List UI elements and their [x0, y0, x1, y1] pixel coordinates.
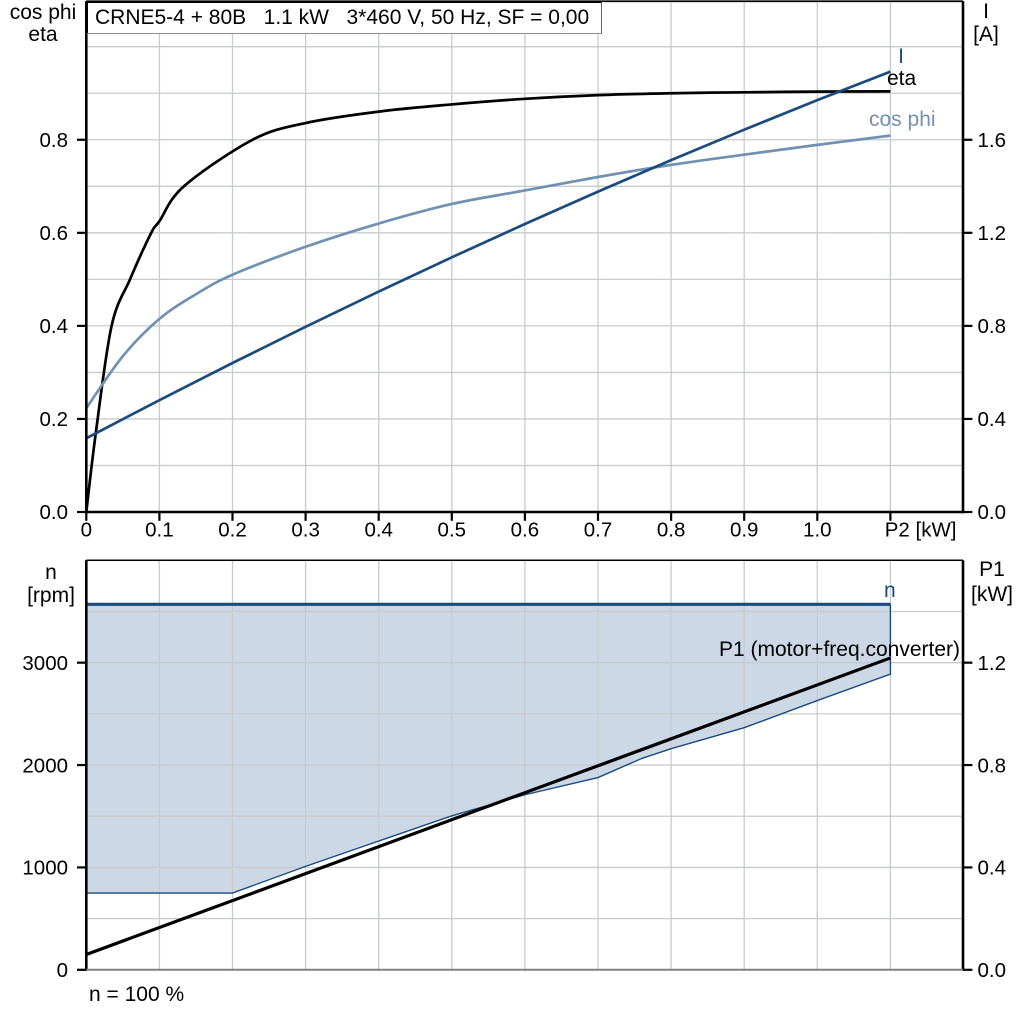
series-p1-motor-freq-converter- [85, 656, 891, 956]
left-axis-tick-label: 1000 [22, 857, 68, 880]
eta-curve-label: eta [887, 67, 917, 90]
axis-title-current-unit: [A] [973, 23, 999, 46]
left-axis-tick-label: 3000 [22, 652, 68, 675]
axis-title-cos-phi: cos phi [9, 1, 77, 24]
x-axis-tick-label: 0 [81, 519, 92, 542]
x-axis-tick-label: 0.1 [145, 519, 174, 542]
x-axis-tick-label: 0.8 [657, 519, 686, 542]
series-cos-phi [85, 134, 891, 410]
speed-footnote: n = 100 % [89, 983, 185, 1006]
x-axis-tick-label: 0.3 [291, 519, 320, 542]
left-axis-tick-label: 0 [57, 959, 68, 982]
x-axis-tick-label: 0.9 [730, 519, 759, 542]
bottom-left-axis-title: n [rpm] [20, 561, 82, 607]
left-axis-tick-label: 0.8 [40, 129, 69, 152]
left-axis-tick-label: 0.0 [40, 501, 69, 524]
top-left-axis-title: cos phi eta [2, 2, 84, 46]
left-axis-tick-label: 0.4 [40, 315, 69, 338]
chart-title-box: CRNE5-4 + 80B 1.1 kW 3*460 V, 50 Hz, SF … [86, 1, 602, 34]
speed-min-boundary-line [86, 604, 892, 894]
x-axis-tick-label: 1.0 [803, 519, 832, 542]
top-right-axis-title: I [A] [956, 0, 1016, 46]
right-axis-tick-label: 0.0 [978, 501, 1007, 524]
right-axis-tick-label: 0.0 [978, 959, 1007, 982]
axis-title-p1: P1 [979, 558, 1005, 581]
x-axis-tick-label: 0.5 [438, 519, 467, 542]
speed-range-fill [86, 604, 891, 894]
chart-title: CRNE5-4 + 80B 1.1 kW 3*460 V, 50 Hz, SF … [95, 6, 590, 29]
x-axis-unit-label: P2 [kW] [885, 519, 957, 542]
right-axis-tick-label: 1.2 [978, 652, 1007, 675]
bottom-right-axis-title: P1 [kW] [961, 557, 1023, 607]
left-axis-tick-label: 0.2 [40, 408, 69, 431]
right-axis-tick-label: 1.6 [978, 129, 1007, 152]
left-axis-tick-label: 0.6 [40, 222, 69, 245]
current-curve-label: I [898, 45, 904, 68]
right-axis-tick-label: 0.4 [978, 408, 1007, 431]
right-axis-tick-label: 0.8 [978, 315, 1007, 338]
cos-phi-curve-label: cos phi [869, 108, 936, 131]
x-axis-tick-label: 0.6 [511, 519, 540, 542]
axis-title-speed: n [45, 561, 57, 584]
series-eta [84, 90, 891, 513]
x-axis-tick-label: 0.2 [218, 519, 247, 542]
x-axis-tick-label: 0.7 [584, 519, 613, 542]
right-axis-tick-label: 0.8 [978, 754, 1007, 777]
right-axis-tick-label: 0.4 [978, 857, 1007, 880]
right-axis-tick-label: 1.2 [978, 222, 1007, 245]
axis-title-current: I [983, 0, 989, 23]
axis-title-speed-unit: [rpm] [27, 584, 75, 607]
axis-title-eta: eta [28, 23, 58, 46]
x-axis-tick-label: 0.4 [364, 519, 393, 542]
speed-line-label: n [884, 579, 896, 602]
axis-title-p1-unit: [kW] [971, 583, 1013, 606]
p1-line-label: P1 (motor+freq.converter) [718, 638, 960, 661]
series-i [85, 70, 891, 440]
left-axis-tick-label: 2000 [22, 754, 68, 777]
